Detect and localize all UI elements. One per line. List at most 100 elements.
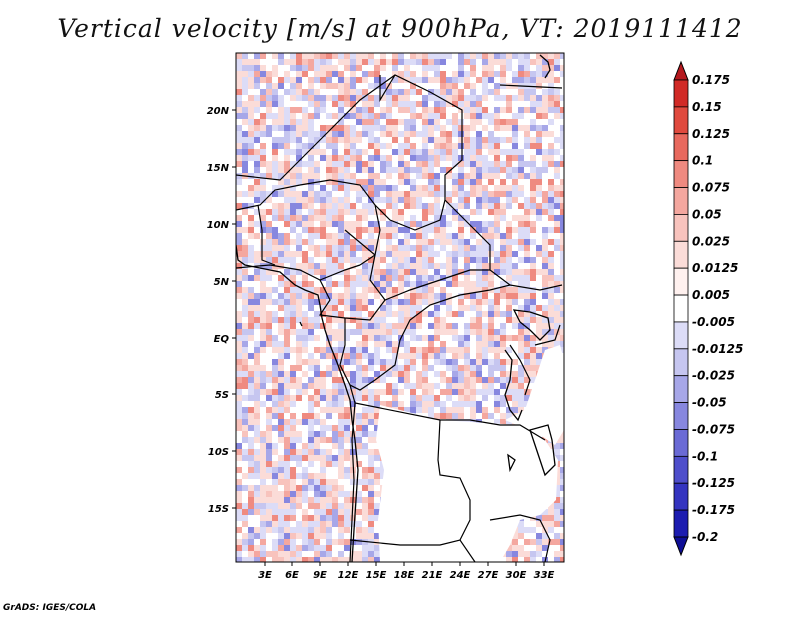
field-cell (506, 395, 512, 401)
field-cell (404, 359, 410, 365)
field-cell (254, 365, 260, 371)
field-cell (368, 143, 374, 149)
field-cell (272, 359, 278, 365)
field-cell (530, 125, 536, 131)
field-cell (314, 527, 320, 533)
field-cell (470, 389, 476, 395)
field-cell (518, 275, 524, 281)
field-cell (350, 443, 356, 449)
field-cell (506, 107, 512, 113)
field-cell (374, 515, 380, 521)
field-cell (506, 53, 512, 59)
field-cell (284, 395, 290, 401)
field-cell (410, 215, 416, 221)
field-cell (428, 251, 434, 257)
field-cell (410, 155, 416, 161)
field-cell (404, 161, 410, 167)
field-cell (338, 95, 344, 101)
field-cell (266, 467, 272, 473)
field-cell (326, 209, 332, 215)
field-cell (530, 347, 536, 353)
field-cell (494, 221, 500, 227)
field-cell (500, 185, 506, 191)
field-cell (458, 227, 464, 233)
field-cell (290, 497, 296, 503)
field-cell (302, 257, 308, 263)
field-cell (296, 437, 302, 443)
field-cell (236, 509, 242, 515)
field-cell (500, 191, 506, 197)
field-cell (560, 233, 564, 239)
field-cell (524, 539, 530, 545)
field-cell (248, 383, 254, 389)
lat-label: 15S (208, 504, 229, 515)
field-cell (410, 101, 416, 107)
field-cell (314, 473, 320, 479)
field-cell (350, 125, 356, 131)
field-cell (470, 65, 476, 71)
field-cell (434, 173, 440, 179)
field-cell (386, 167, 392, 173)
field-cell (236, 347, 242, 353)
field-cell (512, 407, 518, 413)
field-cell (434, 329, 440, 335)
field-cell (392, 77, 398, 83)
field-cell (458, 173, 464, 179)
field-cell (362, 551, 368, 557)
field-cell (464, 155, 470, 161)
field-cell (254, 557, 260, 562)
field-cell (416, 269, 422, 275)
field-cell (386, 359, 392, 365)
field-cell (470, 251, 476, 257)
field-cell (332, 221, 338, 227)
field-cell (434, 77, 440, 83)
field-cell (410, 299, 416, 305)
field-cell (482, 245, 488, 251)
field-cell (314, 197, 320, 203)
field-cell (344, 527, 350, 533)
field-cell (536, 77, 542, 83)
field-cell (548, 77, 554, 83)
field-cell (440, 125, 446, 131)
field-cell (482, 269, 488, 275)
field-cell (458, 71, 464, 77)
field-cell (422, 389, 428, 395)
field-cell (428, 389, 434, 395)
field-cell (428, 173, 434, 179)
field-cell (548, 287, 554, 293)
field-cell (338, 389, 344, 395)
field-cell (284, 161, 290, 167)
field-cell (344, 383, 350, 389)
field-cell (446, 281, 452, 287)
field-cell (236, 83, 242, 89)
field-cell (434, 137, 440, 143)
field-cell (524, 89, 530, 95)
field-cell (290, 413, 296, 419)
field-cell (272, 161, 278, 167)
field-cell (242, 257, 248, 263)
field-cell (320, 377, 326, 383)
field-cell (302, 317, 308, 323)
field-cell (326, 401, 332, 407)
field-cell (308, 431, 314, 437)
field-cell (404, 269, 410, 275)
field-cell (254, 437, 260, 443)
field-cell (422, 293, 428, 299)
field-cell (236, 527, 242, 533)
field-cell (554, 485, 560, 491)
field-cell (422, 161, 428, 167)
field-cell (278, 245, 284, 251)
field-cell (374, 347, 380, 353)
field-cell (356, 365, 362, 371)
field-cell (338, 407, 344, 413)
field-cell (452, 407, 458, 413)
field-cell (284, 299, 290, 305)
field-cell (560, 311, 564, 317)
field-cell (374, 479, 380, 485)
field-cell (554, 185, 560, 191)
field-cell (344, 353, 350, 359)
field-cell (422, 347, 428, 353)
field-cell (254, 191, 260, 197)
field-cell (296, 125, 302, 131)
field-cell (320, 545, 326, 551)
